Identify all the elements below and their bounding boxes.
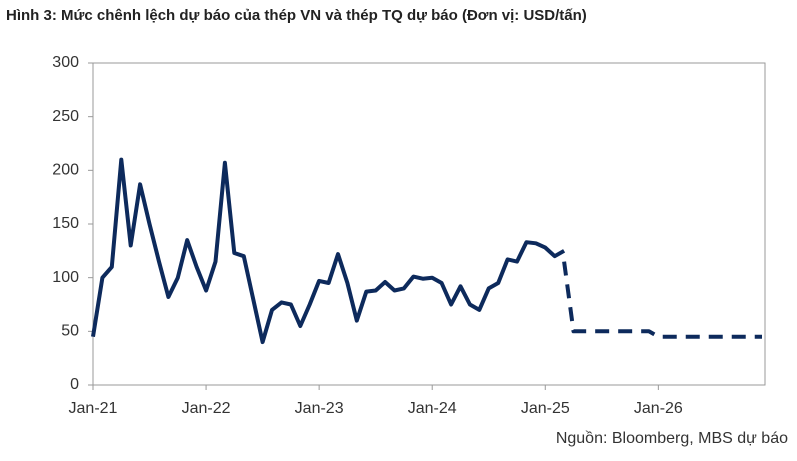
chart-title: Hình 3: Mức chênh lệch dự báo của thép V… <box>6 7 587 24</box>
x-tick-label: Jan-25 <box>521 400 570 417</box>
data-line <box>91 157 566 345</box>
y-tick-label: 50 <box>61 323 79 340</box>
x-tick-label: Jan-21 <box>69 400 118 417</box>
source-note: Nguồn: Bloomberg, MBS dự báo <box>556 430 788 447</box>
y-tick-label: 150 <box>52 215 79 232</box>
x-tick-label: Jan-23 <box>295 400 344 417</box>
y-tick-label: 100 <box>52 269 79 286</box>
y-tick-label: 250 <box>52 108 79 125</box>
y-tick-label: 0 <box>70 376 79 393</box>
y-tick-label: 200 <box>52 162 79 179</box>
data-line <box>562 261 762 339</box>
y-tick-label: 300 <box>52 54 79 71</box>
x-tick-label: Jan-22 <box>182 400 231 417</box>
x-tick-label: Jan-26 <box>634 400 683 417</box>
x-tick-label: Jan-24 <box>408 400 457 417</box>
